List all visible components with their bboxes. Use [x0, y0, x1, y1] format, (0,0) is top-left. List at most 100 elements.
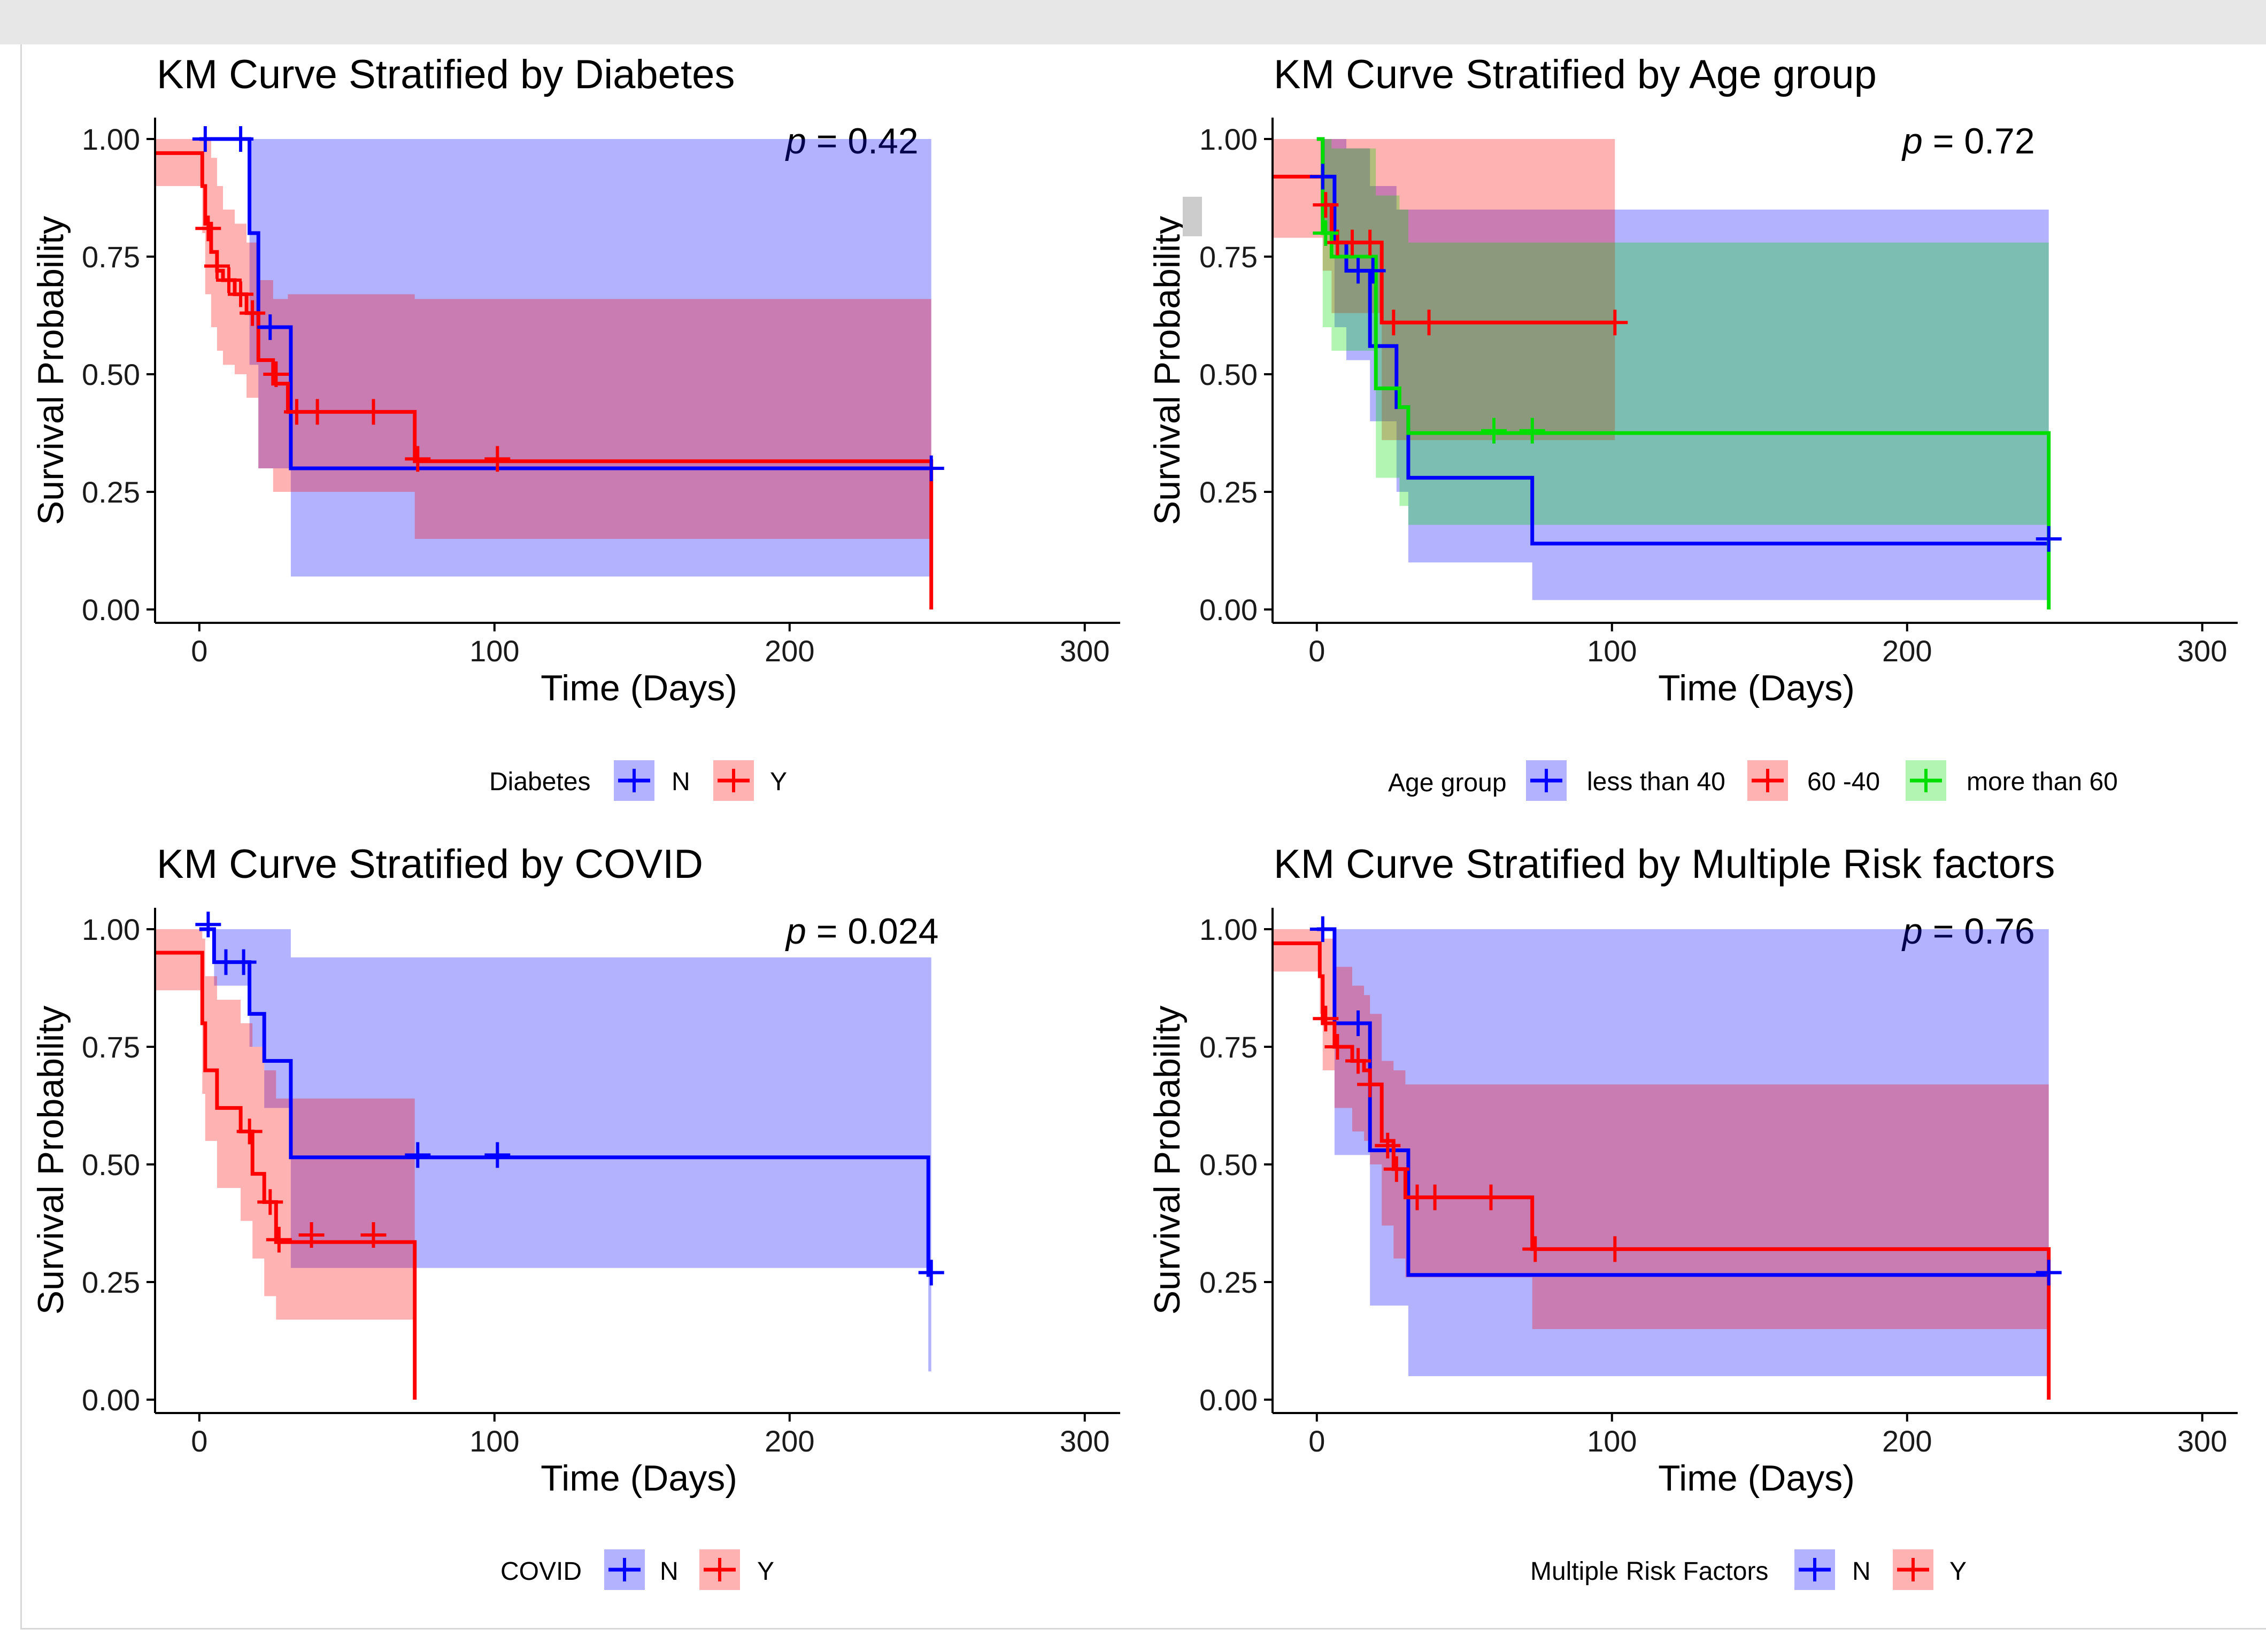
- censor-mark: [405, 1142, 431, 1168]
- ci-band-1: [1273, 929, 2049, 1329]
- censor-mark: [2036, 526, 2062, 552]
- y-tick-label: 0.00: [82, 1383, 140, 1417]
- x-tick-label: 100: [1587, 634, 1637, 668]
- legend-key-y: [713, 760, 754, 801]
- x-tick-label: 200: [765, 1424, 814, 1458]
- x-tick-label: 200: [1882, 634, 1932, 668]
- x-tick-label: 0: [1308, 634, 1325, 668]
- legend-label-y: Y: [757, 1557, 774, 1586]
- y-axis-title: Survival Probability: [1147, 1006, 1188, 1315]
- x-tick-label: 300: [1060, 1424, 1109, 1458]
- panel-multiple-risk-factors: KM Curve Stratified by Multiple Risk fac…: [1147, 842, 2238, 1590]
- plot-area-age-group: 0.00 0.25 0.50 0.75 1.00 0 100 200 300: [1199, 118, 2238, 668]
- panel-covid: KM Curve Stratified by COVID p = 0.024 T…: [30, 842, 1120, 1590]
- censor-mark: [1313, 1006, 1339, 1032]
- censor-mark: [360, 1222, 387, 1248]
- y-axis-title: Survival Probability: [30, 1006, 71, 1315]
- censor-mark: [230, 949, 257, 975]
- legend-title: Diabetes: [489, 768, 590, 796]
- x-tick-label: 0: [191, 1424, 207, 1458]
- censor-mark: [1416, 310, 1442, 336]
- x-tick-label: 0: [1308, 1424, 1325, 1458]
- legend-title: Multiple Risk Factors: [1530, 1557, 1768, 1586]
- ci-band-0: [1316, 929, 2049, 1376]
- y-tick-label: 0.00: [82, 593, 140, 627]
- y-tick-label: 1.00: [1199, 913, 1258, 946]
- legend-age-group: Age group less than 40 60 -40 more than …: [1388, 760, 2118, 801]
- x-tick-label: 300: [2177, 634, 2227, 668]
- x-tick-label: 200: [1882, 1424, 1932, 1458]
- y-tick-label: 0.75: [1199, 240, 1258, 274]
- km-curve-0: [199, 137, 931, 470]
- y-tick-label: 0.50: [82, 1148, 140, 1182]
- plot-toolbar-handle[interactable]: [1183, 197, 1202, 236]
- legend-label-y: Y: [1949, 1557, 1967, 1586]
- censor-mark: [484, 446, 511, 472]
- censor-mark: [918, 1260, 944, 1286]
- censor-mark: [1602, 1236, 1628, 1262]
- legend-label-less-than-40: less than 40: [1587, 768, 1725, 796]
- x-axis-title: Time (Days): [1658, 668, 1855, 708]
- censor-mark: [204, 253, 230, 279]
- censor-mark: [1345, 1010, 1371, 1036]
- plot-area-multiple-risk-factors: 0.00 0.25 0.50 0.75 1.00 0 100 200 300: [1199, 908, 2238, 1458]
- p-value-text: = 0.76: [1923, 911, 2035, 952]
- censor-mark: [257, 314, 283, 340]
- censor-mark: [1309, 164, 1336, 190]
- censor-mark: [236, 1118, 263, 1145]
- y-tick-label: 0.00: [1199, 1383, 1258, 1417]
- y-tick-label: 0.75: [82, 1030, 140, 1064]
- legend-label-y: Y: [770, 768, 787, 796]
- km-curve-1: [155, 151, 934, 609]
- censor-mark: [228, 126, 254, 152]
- censor-mark: [1383, 1156, 1409, 1182]
- ci-band-0: [199, 929, 931, 1372]
- y-tick-label: 0.25: [1199, 1265, 1258, 1299]
- x-tick-label: 100: [1587, 1424, 1637, 1458]
- legend-label-60-40: 60 -40: [1807, 768, 1880, 796]
- legend-title: COVID: [500, 1557, 582, 1586]
- y-tick-label: 0.25: [1199, 475, 1258, 509]
- p-value-prefix: p: [785, 121, 806, 161]
- legend-key-n: [1794, 1549, 1835, 1590]
- ci-band-0: [1316, 139, 2049, 600]
- legend-label-more-than-60: more than 60: [1967, 768, 2118, 796]
- censor-mark: [257, 1189, 283, 1215]
- censor-mark: [1422, 1184, 1448, 1210]
- censor-mark: [1381, 310, 1407, 336]
- censor-mark: [1357, 229, 1383, 256]
- chart-title-diabetes: KM Curve Stratified by Diabetes: [157, 52, 735, 97]
- censor-mark: [228, 281, 254, 307]
- x-tick-label: 300: [2177, 1424, 2227, 1458]
- ci-band-1: [155, 139, 931, 539]
- y-tick-label: 0.50: [1199, 358, 1258, 391]
- censor-mark: [304, 399, 330, 425]
- censor-mark: [918, 456, 944, 481]
- legend-covid: COVID N Y: [500, 1549, 774, 1590]
- legend-label-n: N: [1852, 1557, 1871, 1586]
- panel-age-group: KM Curve Stratified by Age group p = 0.7…: [1147, 52, 2238, 801]
- ci-band-1: [155, 929, 415, 1320]
- chart-title-covid: KM Curve Stratified by COVID: [157, 842, 703, 887]
- x-tick-label: 100: [469, 1424, 519, 1458]
- censor-mark: [405, 446, 431, 472]
- censor-mark: [1313, 192, 1339, 218]
- censor-mark: [1478, 1184, 1504, 1210]
- panel-diabetes: KM Curve Stratified by Diabetes p = 0.42…: [30, 52, 1120, 801]
- p-value-prefix: p: [1901, 121, 1923, 161]
- legend-key-more-than-60: [1906, 760, 1946, 801]
- legend-key-less-than-40: [1526, 760, 1567, 801]
- x-tick-label: 200: [765, 634, 814, 668]
- censor-mark: [1375, 1132, 1401, 1159]
- censor-mark: [1309, 916, 1336, 942]
- plot-area-diabetes: 0.00 0.25 0.50 0.75 1.00 0 100 200 300: [82, 118, 1120, 668]
- legend-label-n: N: [660, 1557, 679, 1586]
- censor-mark: [1519, 418, 1545, 444]
- p-value-text: = 0.72: [1923, 121, 2035, 161]
- censor-mark: [1345, 1048, 1371, 1074]
- p-value-text: = 0.024: [806, 911, 939, 952]
- y-tick-label: 1.00: [82, 122, 140, 156]
- chart-title-age-group: KM Curve Stratified by Age group: [1274, 52, 1877, 97]
- legend-key-n: [614, 760, 654, 801]
